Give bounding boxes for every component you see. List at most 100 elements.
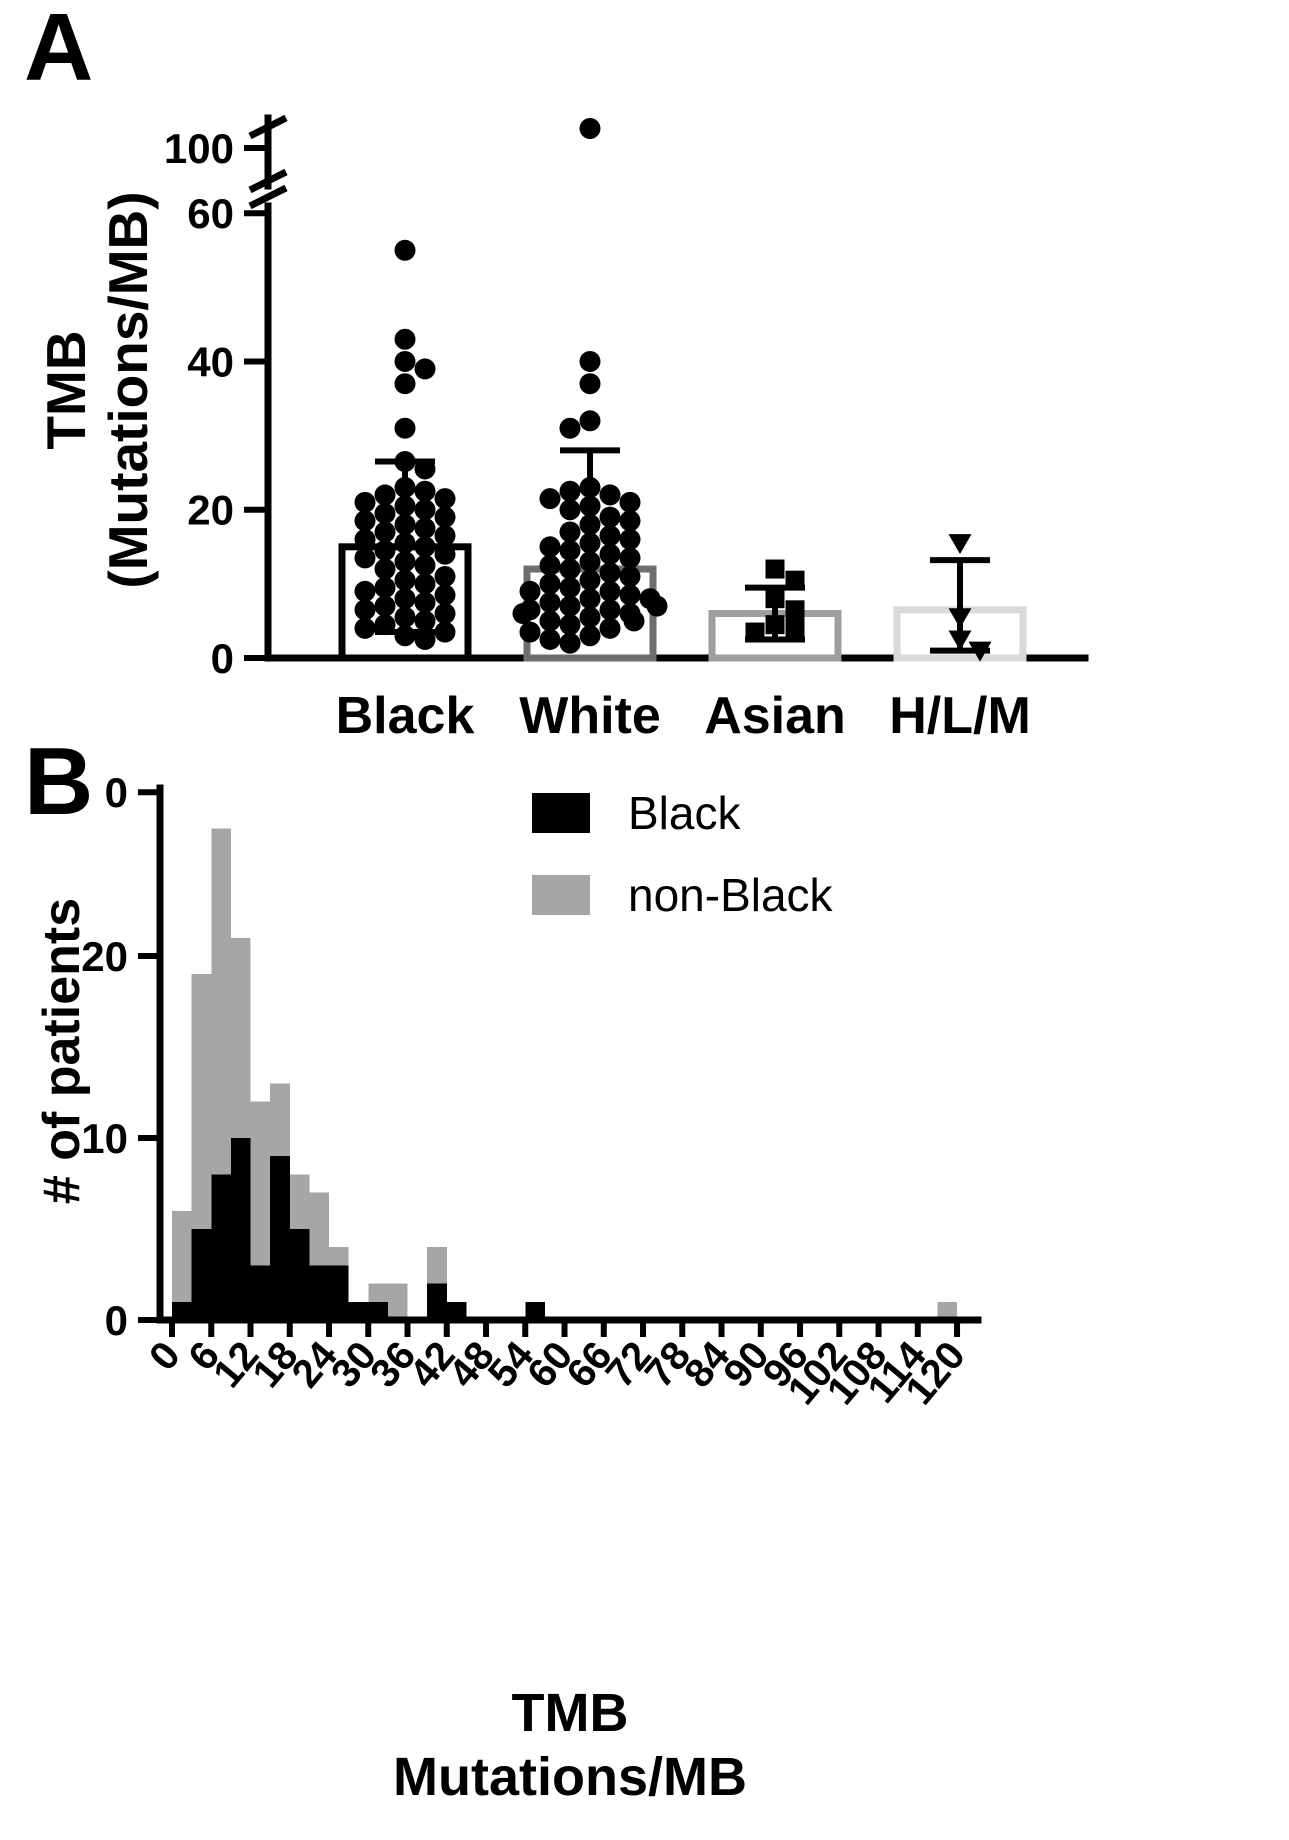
scatter-point-circle bbox=[579, 477, 601, 499]
histogram-bar-black bbox=[230, 1138, 251, 1320]
scatter-point-circle bbox=[414, 573, 436, 595]
scatter-point-circle bbox=[559, 521, 581, 543]
scatter-point-circle bbox=[579, 532, 601, 554]
scatter-point-circle bbox=[394, 239, 416, 261]
histogram-bar-black bbox=[270, 1156, 290, 1320]
scatter-point-circle bbox=[519, 621, 541, 643]
scatter-point-circle bbox=[434, 525, 456, 547]
scatter-point-circle bbox=[559, 577, 581, 599]
scatter-point-triangle bbox=[968, 641, 992, 662]
panel-a-y-tick-label: 40 bbox=[187, 338, 234, 385]
scatter-point-circle bbox=[354, 491, 376, 513]
scatter-point-circle bbox=[394, 451, 416, 473]
scatter-point-circle bbox=[394, 495, 416, 517]
panel-b-label: B bbox=[24, 728, 94, 835]
scatter-point-circle bbox=[519, 580, 541, 602]
scatter-point-circle bbox=[354, 547, 376, 569]
scatter-point-circle bbox=[539, 591, 561, 613]
histogram-bar-black bbox=[368, 1301, 388, 1320]
axis-break-icon bbox=[248, 184, 288, 210]
scatter-point-circle bbox=[374, 502, 396, 524]
scatter-point-circle bbox=[414, 628, 436, 650]
scatter-point-circle bbox=[646, 595, 668, 617]
scatter-point-circle bbox=[579, 551, 601, 573]
scatter-point-circle bbox=[619, 584, 641, 606]
scatter-point-circle bbox=[599, 484, 621, 506]
scatter-point-circle bbox=[599, 599, 621, 621]
scatter-point-circle bbox=[394, 625, 416, 647]
scatter-point-circle bbox=[354, 580, 376, 602]
panel-a-y-tick-label: 20 bbox=[187, 487, 234, 534]
scatter-point-circle bbox=[559, 595, 581, 617]
histogram-bar-nonblack bbox=[172, 1210, 192, 1320]
histogram-bar-black bbox=[525, 1301, 545, 1320]
scatter-point-circle bbox=[619, 510, 641, 532]
legend-label-black: Black bbox=[628, 787, 741, 839]
scatter-point-circle bbox=[374, 521, 396, 543]
axis-break-icon bbox=[248, 168, 288, 194]
scatter-point-circle bbox=[619, 565, 641, 587]
scatter-point-circle bbox=[599, 617, 621, 639]
scatter-point-square bbox=[745, 622, 765, 642]
scatter-point-circle bbox=[414, 480, 436, 502]
panel-a-y-tick-label: 60 bbox=[187, 190, 234, 237]
scatter-point-square bbox=[785, 618, 805, 638]
scatter-point-circle bbox=[599, 543, 621, 565]
legend-swatch-nonblack-icon bbox=[532, 875, 590, 915]
scatter-point-circle bbox=[414, 536, 436, 558]
scatter-point-circle bbox=[579, 569, 601, 591]
scatter-point-circle bbox=[623, 610, 645, 632]
scatter-point-circle bbox=[599, 580, 621, 602]
scatter-point-circle bbox=[559, 632, 581, 654]
panel-b-x-tick-label: 0 bbox=[141, 1334, 189, 1379]
scatter-point-square bbox=[765, 589, 785, 609]
scatter-point-circle bbox=[394, 373, 416, 395]
scatter-point-circle bbox=[354, 617, 376, 639]
scatter-point-circle bbox=[579, 495, 601, 517]
histogram-bar-black bbox=[289, 1229, 310, 1320]
scatter-point-triangle bbox=[948, 630, 972, 651]
scatter-point-circle bbox=[434, 621, 456, 643]
scatter-point-circle bbox=[434, 603, 456, 625]
scatter-point-circle bbox=[559, 417, 581, 439]
panel-a-category-label: Black bbox=[336, 687, 475, 745]
histogram-bar-black bbox=[191, 1229, 212, 1320]
scatter-point-circle bbox=[579, 118, 601, 139]
scatter-point-circle bbox=[579, 588, 601, 610]
scatter-point-circle bbox=[559, 480, 581, 502]
panel-b-plot: 0102000612182430364248546066727884909610… bbox=[81, 769, 982, 1413]
scatter-point-circle bbox=[579, 606, 601, 628]
panel-a-category-label: H/L/M bbox=[889, 687, 1031, 745]
scatter-point-circle bbox=[354, 599, 376, 621]
panel-a-y-axis-title-line1: TMB bbox=[35, 330, 97, 450]
scatter-point-circle bbox=[394, 569, 416, 591]
scatter-point-circle bbox=[394, 477, 416, 499]
scatter-point-circle bbox=[394, 588, 416, 610]
scatter-point-circle bbox=[394, 328, 416, 350]
panel-a-plot: 0 20 40 60 100 Black White Asian H/L/M bbox=[164, 114, 1089, 745]
scatter-point-circle bbox=[374, 577, 396, 599]
scatter-point-circle bbox=[559, 558, 581, 580]
histogram-bar-black bbox=[329, 1265, 349, 1320]
scatter-point-circle bbox=[394, 417, 416, 439]
axis-break-icon bbox=[248, 114, 288, 140]
scatter-point-circle bbox=[619, 491, 641, 513]
scatter-point-circle bbox=[374, 540, 396, 562]
scatter-point-circle bbox=[374, 614, 396, 636]
histogram-bar-black bbox=[348, 1301, 369, 1320]
scatter-point-circle bbox=[579, 514, 601, 536]
scatter-point-circle bbox=[354, 528, 376, 550]
scatter-point-circle bbox=[539, 554, 561, 576]
legend-row-black: Black bbox=[532, 790, 833, 836]
panel-b-x-axis-title-line1: TMB bbox=[511, 1683, 629, 1743]
panel-a-y-axis-title: TMB (Mutations/MB) bbox=[35, 80, 164, 700]
scatter-point-circle bbox=[539, 573, 561, 595]
scatter-point-circle bbox=[374, 558, 396, 580]
scatter-point-circle bbox=[374, 484, 396, 506]
scatter-point-circle bbox=[579, 410, 601, 432]
panel-b-y-axis-title: # of patients bbox=[33, 897, 91, 1205]
scatter-point-circle bbox=[539, 536, 561, 558]
panel-b-y-tick-label: 20 bbox=[81, 933, 128, 980]
scatter-point-triangle bbox=[948, 534, 972, 555]
